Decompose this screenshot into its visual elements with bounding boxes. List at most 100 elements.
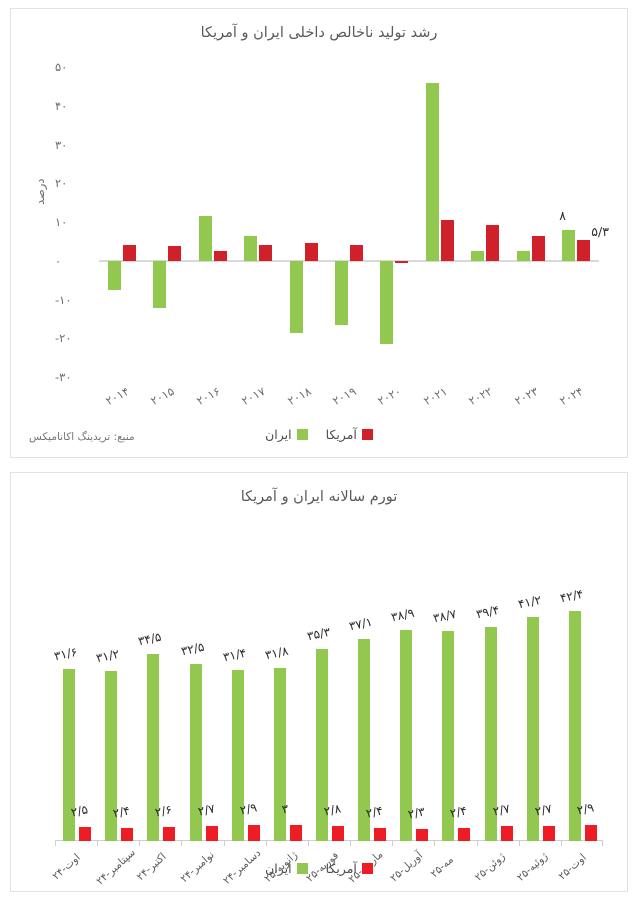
gdp-x-tick-label: ۲۰۱۴ bbox=[102, 384, 132, 408]
inflation-axis-tickmark bbox=[307, 841, 309, 846]
gdp-x-tick-label: ۲۰۲۴ bbox=[557, 384, 586, 408]
inflation-value-label-iran: ۳۵/۳ bbox=[305, 624, 332, 644]
gdp-bar-iran bbox=[153, 260, 167, 309]
gdp-bar-usa bbox=[531, 236, 545, 261]
inflation-value-label-iran: ۳۴/۵ bbox=[137, 629, 163, 648]
inflation-bar-iran bbox=[526, 617, 539, 841]
inflation-value-label-usa: ۲/۹ bbox=[238, 800, 258, 818]
inflation-axis-tickmark bbox=[265, 841, 267, 846]
inflation-bar-usa bbox=[584, 825, 597, 841]
inflation-bar-usa bbox=[332, 825, 344, 841]
gdp-x-tick-label: ۲۰۱۸ bbox=[284, 384, 314, 408]
inflation-axis-tickmark bbox=[223, 841, 225, 846]
inflation-bar-usa bbox=[205, 826, 218, 841]
inflation-value-label-iran: ۳۷/۱ bbox=[347, 615, 374, 634]
inflation-chart-panel: تورم سالانه ایران و آمریکا ۳۱/۶ ۲/۵ ۳۱/۲ ۲/… bbox=[10, 472, 628, 892]
inflation-value-label-iran: ۳۱/۸ bbox=[263, 643, 290, 663]
gdp-bar-iran bbox=[471, 251, 485, 261]
inflation-value-label-iran: ۳۱/۲ bbox=[95, 647, 121, 666]
gdp-bar-iran bbox=[380, 260, 394, 345]
gdp-x-tick-label: ۲۰۲۳ bbox=[511, 384, 541, 408]
inflation-bar-iran bbox=[442, 630, 455, 841]
inflation-bar-usa bbox=[247, 825, 260, 841]
gdp-x-tick-label: ۲۰۱۵ bbox=[148, 384, 177, 408]
gdp-y-tick-label: ۰ bbox=[55, 253, 62, 268]
legend-item-usa: آمریکا bbox=[326, 427, 373, 442]
inflation-value-label-usa: ۲/۷ bbox=[491, 801, 511, 819]
inflation-bar-iran bbox=[316, 649, 328, 841]
inflation-axis-tickmark bbox=[139, 841, 141, 846]
gdp-value-label: ۵/۳ bbox=[591, 224, 609, 240]
inflation-axis-tickmark bbox=[392, 841, 394, 846]
inflation-value-label-usa: ۲/۴ bbox=[111, 803, 132, 821]
inflation-bar-usa bbox=[416, 828, 429, 841]
gdp-bar-iran bbox=[198, 216, 212, 261]
gdp-x-tick-label: ۲۰۱۹ bbox=[330, 384, 359, 408]
inflation-axis-tickmark bbox=[518, 841, 520, 846]
inflation-value-label-iran: ۳۱/۴ bbox=[221, 646, 248, 665]
gdp-bar-iran bbox=[516, 251, 530, 261]
inflation-value-label-usa: ۲/۴ bbox=[449, 803, 469, 821]
inflation-legend: آمریکا ایران bbox=[11, 861, 627, 876]
inflation-value-label-usa: ۲/۷ bbox=[196, 801, 216, 819]
gdp-x-tick-label: ۲۰۱۷ bbox=[239, 384, 268, 408]
legend-swatch-usa-icon bbox=[361, 429, 373, 440]
gdp-bar-usa bbox=[395, 260, 409, 263]
inflation-value-label-iran: ۳۱/۶ bbox=[52, 644, 79, 664]
inflation-bar-iran bbox=[358, 639, 371, 841]
inflation-value-label-usa: ۲/۹ bbox=[575, 800, 596, 818]
inflation-baseline bbox=[55, 840, 603, 841]
gdp-y-tick-label: -۱۰ bbox=[55, 292, 72, 307]
inflation-axis-tickmark bbox=[434, 841, 436, 846]
gdp-bar-usa bbox=[259, 245, 273, 261]
inflation-bar-iran bbox=[484, 626, 497, 841]
gdp-bar-usa bbox=[440, 220, 454, 261]
gdp-bar-iran bbox=[425, 83, 439, 261]
inflation-bar-usa bbox=[121, 827, 134, 841]
gdp-y-tick-label: -۲۰ bbox=[55, 331, 72, 346]
inflation-bar-usa bbox=[163, 826, 176, 841]
legend-item-iran: ایران bbox=[265, 427, 308, 442]
inflation-value-label-usa: ۲/۳ bbox=[407, 803, 427, 822]
gdp-bar-usa bbox=[577, 240, 591, 261]
inflation-value-label-iran: ۳۲/۵ bbox=[179, 640, 206, 659]
inflation-value-label-iran: ۴۲/۴ bbox=[558, 586, 585, 605]
gdp-plot-area: ۸ ۵/۳ bbox=[99, 67, 609, 377]
inflation-bar-usa bbox=[289, 824, 302, 841]
inflation-axis-tickmark bbox=[55, 841, 56, 846]
inflation-value-label-usa: ۲/۶ bbox=[154, 802, 174, 820]
gdp-bar-iran bbox=[244, 235, 258, 261]
gdp-bar-iran bbox=[562, 229, 576, 261]
gdp-bar-iran bbox=[107, 260, 121, 290]
legend-item-usa: آمریکا bbox=[326, 861, 373, 876]
gdp-bar-iran bbox=[335, 260, 348, 326]
legend-label-usa: آمریکا bbox=[325, 427, 357, 442]
inflation-axis-tickmark bbox=[181, 841, 183, 846]
gdp-y-tick-label: ۴۰ bbox=[55, 98, 68, 113]
legend-label-usa: آمریکا bbox=[325, 861, 357, 876]
inflation-bar-iran bbox=[273, 668, 286, 841]
gdp-bar-usa bbox=[304, 242, 318, 261]
inflation-axis-tickmark bbox=[350, 841, 352, 846]
gdp-bar-usa bbox=[122, 244, 136, 261]
inflation-axis-tickmark bbox=[476, 841, 478, 846]
gdp-y-tick-label: ۲۰ bbox=[55, 176, 68, 191]
inflation-value-label-usa: ۲/۵ bbox=[69, 802, 90, 821]
inflation-bar-usa bbox=[374, 827, 387, 841]
gdp-y-tick-label: -۳۰ bbox=[55, 370, 72, 384]
gdp-x-axis-ticks: ۲۰۱۴ ۲۰۱۵ ۲۰۱۶ ۲۰۱۷ ۲۰۱۸ ۲۰۱۹ ۲۰۲۰ ۲۰۲۱ ۲۰۲۲ ۲۰۲۳… bbox=[99, 383, 599, 417]
inflation-value-label-iran: ۳۹/۴ bbox=[474, 602, 501, 622]
gdp-y-tick-label: ۳۰ bbox=[55, 137, 68, 152]
inflation-bar-iran bbox=[147, 653, 160, 841]
gdp-chart-title: رشد تولید ناخالص داخلی ایران و آمریکا bbox=[200, 25, 438, 41]
inflation-value-label-usa: ۲/۴ bbox=[364, 803, 385, 821]
gdp-y-axis-title: درصد bbox=[33, 178, 47, 205]
gdp-x-tick-label: ۲۰۲۰ bbox=[375, 384, 405, 408]
gdp-chart-panel: رشد تولید ناخالص داخلی ایران و آمریکا در… bbox=[10, 8, 628, 458]
legend-swatch-usa-icon bbox=[361, 863, 373, 874]
legend-label-iran: ایران bbox=[265, 861, 292, 876]
inflation-bar-usa bbox=[500, 826, 513, 841]
gdp-bar-iran bbox=[289, 260, 303, 334]
legend-swatch-iran-icon bbox=[296, 863, 308, 874]
